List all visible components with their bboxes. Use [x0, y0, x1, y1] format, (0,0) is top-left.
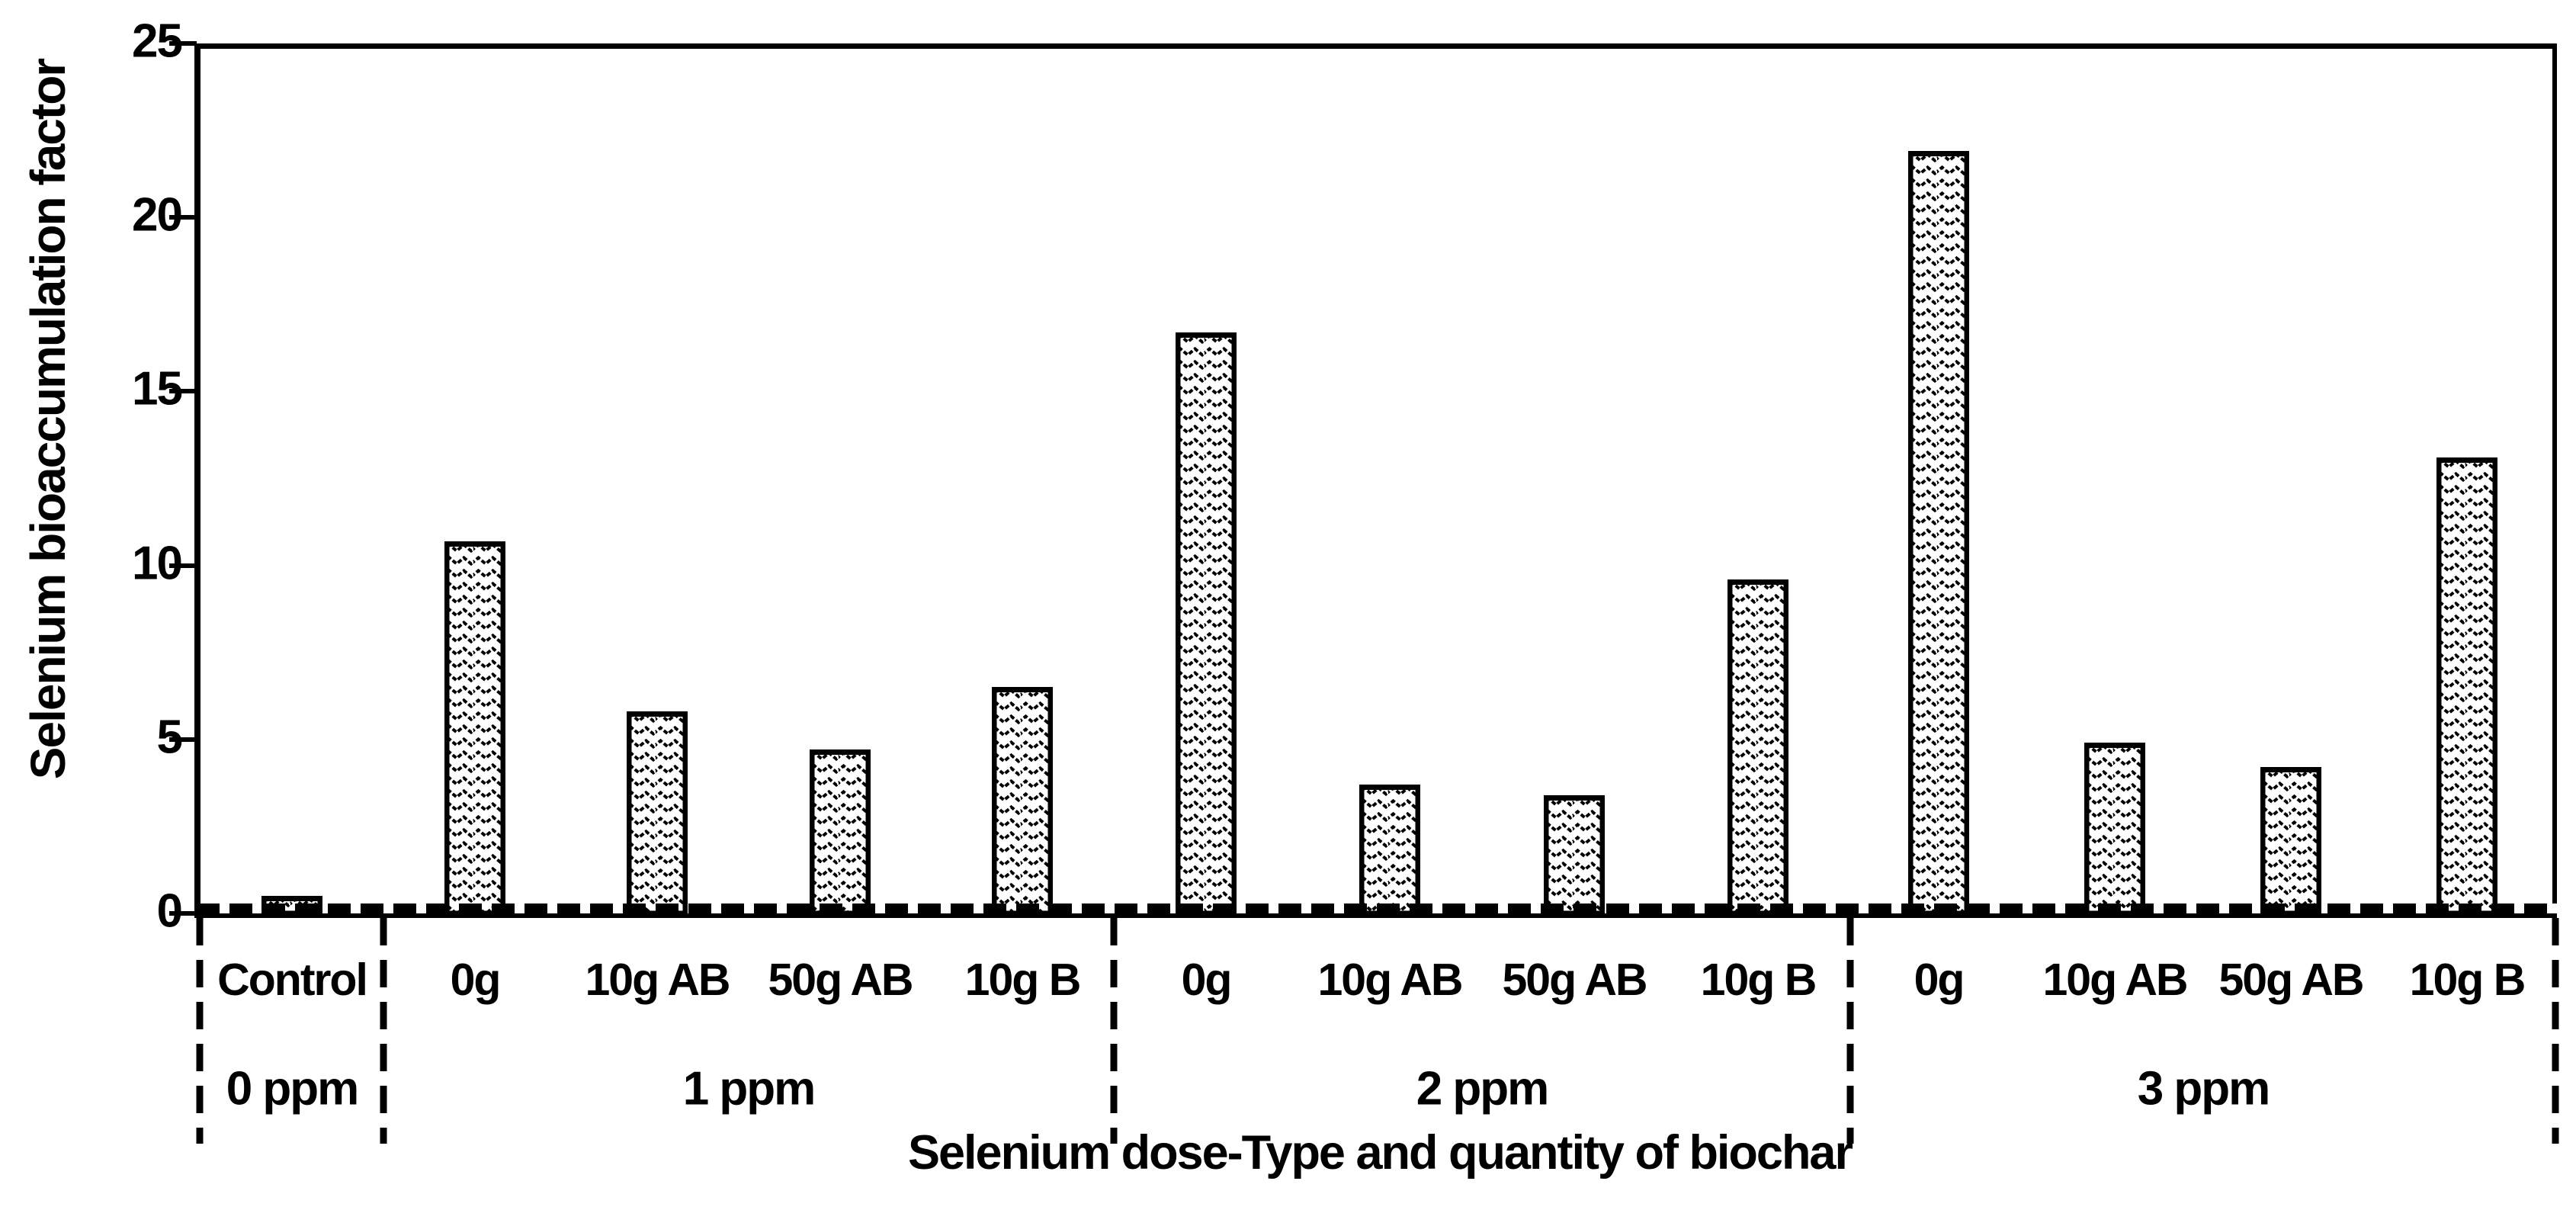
- bar-category-label: Control: [217, 955, 368, 1005]
- bar: [1544, 795, 1605, 913]
- bar-category-label: 10g AB: [585, 955, 730, 1005]
- y-tick: [169, 389, 197, 393]
- group-divider: [2552, 918, 2559, 1144]
- y-axis-title: Selenium bioaccumulation factor: [21, 59, 75, 780]
- bar: [2084, 743, 2145, 913]
- bar-category-label: 10g AB: [1317, 955, 1463, 1005]
- y-tick: [169, 215, 197, 220]
- bar: [1359, 785, 1420, 913]
- group-label: 2 ppm: [1416, 1062, 1550, 1115]
- bar-category-label: 50g AB: [1502, 955, 1647, 1005]
- y-tick: [169, 911, 197, 916]
- bar-category-label: 10g AB: [2042, 955, 2188, 1005]
- bar: [1908, 151, 1969, 913]
- bar: [1176, 332, 1237, 913]
- bar: [444, 541, 505, 913]
- bar-category-label: 10g B: [964, 955, 1082, 1005]
- y-tick-label: 25: [132, 14, 183, 68]
- bar-category-label: 0g: [1914, 955, 1965, 1005]
- bar-category-label: 50g AB: [768, 955, 913, 1005]
- group-label: 0 ppm: [226, 1062, 360, 1115]
- bar-category-label: 10g B: [2409, 955, 2526, 1005]
- plot-right-border: [2552, 43, 2557, 918]
- bar: [627, 711, 688, 913]
- bar: [810, 749, 871, 913]
- y-tick-label: 10: [132, 537, 183, 590]
- bar-category-label: 50g AB: [2218, 955, 2364, 1005]
- y-tick-label: 0: [156, 884, 183, 938]
- group-divider: [1846, 918, 1854, 1144]
- y-tick-label: 20: [132, 188, 183, 242]
- bar: [1727, 579, 1788, 913]
- bar: [2260, 767, 2321, 913]
- x-axis-title: Selenium dose-Type and quantity of bioch…: [908, 1126, 1853, 1180]
- group-label: 3 ppm: [2137, 1062, 2271, 1115]
- bar: [261, 896, 322, 913]
- x-axis-line: [194, 913, 2557, 918]
- y-axis-line: [194, 43, 200, 918]
- y-tick-label: 5: [156, 711, 183, 764]
- bar-category-label: 10g B: [1700, 955, 1817, 1005]
- group-label: 1 ppm: [682, 1062, 816, 1115]
- group-divider: [196, 918, 204, 1144]
- bar: [2436, 457, 2497, 913]
- bar-category-label: 0g: [1181, 955, 1233, 1005]
- plot-top-border: [194, 43, 2557, 49]
- group-divider: [1110, 918, 1118, 1144]
- bar: [992, 687, 1053, 913]
- y-tick-label: 15: [132, 362, 183, 416]
- y-tick: [169, 737, 197, 742]
- group-divider: [380, 918, 387, 1144]
- bar-category-label: 0g: [450, 955, 502, 1005]
- y-tick: [169, 41, 197, 46]
- y-tick: [169, 563, 197, 568]
